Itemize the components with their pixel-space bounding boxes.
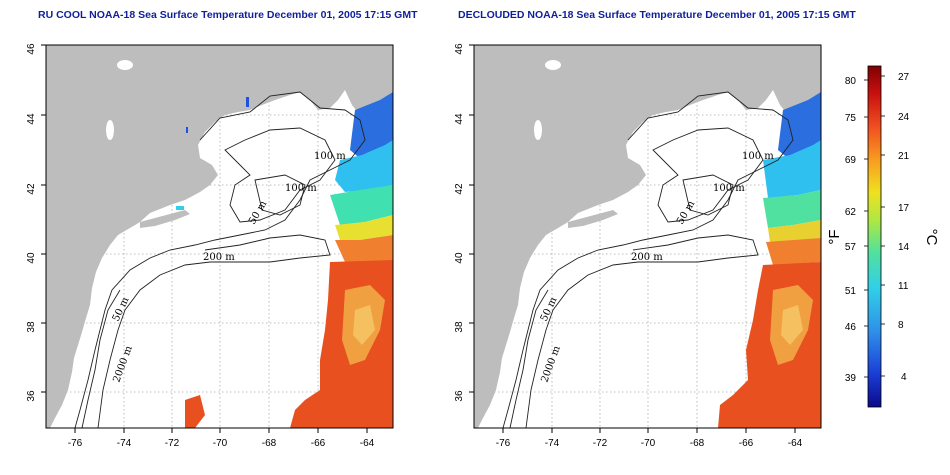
contour-label-100m-a: 100 m	[742, 151, 774, 162]
f-tick: 46	[845, 322, 857, 333]
long-island	[568, 210, 618, 228]
colorbar-gradient	[867, 65, 882, 408]
lake	[545, 60, 561, 70]
fahrenheit-ticks: 80 75 69 62 57 51 46 39	[845, 76, 857, 384]
contour-label-100m-b: 100 m	[285, 183, 317, 194]
lon-tick: -66	[311, 438, 326, 449]
lat-tick: 44	[26, 113, 37, 125]
colorbar-legend: 80 75 69 62 57 51 46 39 °F 27 24 21 17 1…	[825, 0, 950, 475]
contour-label-100m-a: 100 m	[314, 151, 346, 162]
f-tick: 57	[845, 242, 857, 253]
lon-tick: -76	[68, 438, 83, 449]
left-map-panel: 100 m 100 m 50 m 200 m 50 m 2000 m 46 44…	[0, 0, 420, 475]
lat-tick: 36	[454, 390, 465, 402]
c-tick: 4	[901, 372, 907, 383]
lon-tick: -74	[117, 438, 132, 449]
c-tick: 8	[898, 320, 904, 331]
bathymetry-contours	[502, 91, 794, 429]
long-island	[140, 210, 190, 228]
lat-tick: 36	[26, 390, 37, 402]
bathymetry-contours	[74, 91, 366, 429]
lon-tick: -70	[213, 438, 228, 449]
right-map-svg: 100 m 100 m 50 m 200 m 50 m 2000 m 46 44…	[454, 43, 822, 449]
celsius-label: °C	[923, 229, 940, 246]
f-tick: 51	[845, 286, 857, 297]
left-map-svg: 100 m 100 m 50 m 200 m 50 m 2000 m 46 44…	[26, 43, 394, 449]
f-tick: 69	[845, 155, 857, 166]
colorbar-svg: 80 75 69 62 57 51 46 39 °F 27 24 21 17 1…	[826, 65, 940, 408]
lat-tick: 46	[454, 43, 465, 55]
contour-label-200m: 200 m	[203, 252, 235, 263]
lon-tick: -74	[545, 438, 560, 449]
lon-tick: -66	[739, 438, 754, 449]
lake-champlain	[534, 120, 542, 140]
lat-tick: 40	[26, 252, 37, 264]
c-tick: 17	[898, 203, 910, 214]
land-mass	[46, 45, 393, 428]
c-tick: 11	[898, 281, 909, 292]
lake	[117, 60, 133, 70]
lon-tick: -70	[641, 438, 656, 449]
lon-tick: -72	[165, 438, 180, 449]
c-tick: 21	[898, 151, 910, 162]
lon-tick: -64	[360, 438, 375, 449]
c-tick: 24	[898, 112, 910, 123]
lon-tick: -68	[690, 438, 705, 449]
lon-tick-labels: -76 -74 -72 -70 -68 -66 -64	[68, 438, 375, 449]
lon-tick: -68	[262, 438, 277, 449]
celsius-ticks: 27 24 21 17 14 11 8 4	[898, 72, 910, 383]
lon-tick: -76	[496, 438, 511, 449]
contour-label-200m: 200 m	[631, 252, 663, 263]
lon-tick: -72	[593, 438, 608, 449]
lat-tick: 44	[454, 113, 465, 125]
land-mass	[474, 45, 821, 428]
f-tick: 39	[845, 373, 857, 384]
lon-tick: -64	[788, 438, 803, 449]
f-tick: 80	[845, 76, 857, 87]
sst-overlay	[176, 92, 393, 428]
lon-tick-labels: -76 -74 -72 -70 -68 -66 -64	[496, 438, 803, 449]
sst-overlay	[718, 92, 821, 428]
f-tick: 62	[845, 207, 857, 218]
right-map-panel: 100 m 100 m 50 m 200 m 50 m 2000 m 46 44…	[428, 0, 828, 475]
fahrenheit-label: °F	[826, 229, 843, 244]
lat-tick: 46	[26, 43, 37, 55]
lat-tick: 42	[454, 183, 465, 195]
left-panel-title: RU COOL NOAA-18 Sea Surface Temperature …	[38, 9, 418, 21]
lat-tick-labels: 46 44 42 40 38 36	[26, 43, 37, 402]
lat-tick: 38	[454, 321, 465, 333]
lake-champlain	[106, 120, 114, 140]
right-panel-title: DECLOUDED NOAA-18 Sea Surface Temperatur…	[458, 9, 856, 21]
f-tick: 75	[845, 113, 857, 124]
c-tick: 14	[898, 242, 910, 253]
lat-tick: 40	[454, 252, 465, 264]
lat-tick-labels: 46 44 42 40 38 36	[454, 43, 465, 402]
lat-tick: 42	[26, 183, 37, 195]
lat-tick: 38	[26, 321, 37, 333]
contour-label-100m-b: 100 m	[713, 183, 745, 194]
c-tick: 27	[898, 72, 910, 83]
